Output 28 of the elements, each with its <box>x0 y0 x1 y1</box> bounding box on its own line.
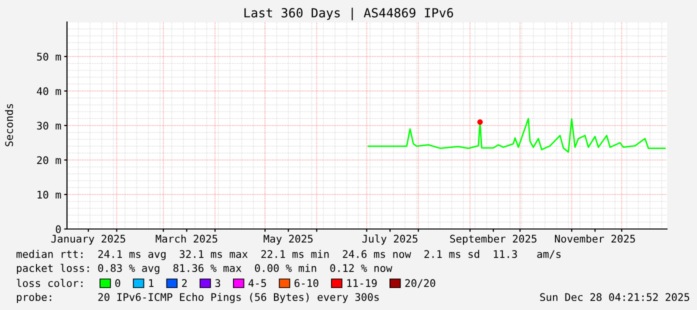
y-tick-label: 30 m <box>37 122 61 130</box>
legend-label: 11-19 <box>347 279 377 288</box>
line-series <box>368 118 666 153</box>
text: packet loss: 0.83 % avg 81.36 % max 0.00 % min 0.12 % now <box>16 264 392 274</box>
x-tick-label: January 2025 <box>51 234 126 245</box>
text: median rtt: 24.1 ms avg 32.1 ms max 22.1 ms min 24.6 ms now 2.1 ms sd 11.3 am/s <box>16 250 561 260</box>
x-tick-label: July 2025 <box>362 234 418 245</box>
y-tick-label: 50 m <box>37 52 61 61</box>
y-tick-label: 10 m <box>38 190 61 199</box>
x-tick-label: November 2025 <box>554 234 635 243</box>
legend-title: loss color: <box>16 278 82 288</box>
legend-label: 1 <box>149 279 154 287</box>
y-axis-title: Seconds <box>4 104 14 146</box>
legend-label: 4-5 <box>248 279 266 288</box>
y-tick-label: 20 m <box>37 156 61 164</box>
text: probe: 20 IPv6-ICMP Echo Pings (56 Bytes) every 300s <box>16 292 379 304</box>
x-tick-label: May 2025 <box>264 234 313 245</box>
x-tick-label: September 2025 <box>450 234 536 245</box>
legend-label: 2 <box>182 279 187 287</box>
y-tick-label: 0 <box>56 225 61 234</box>
x-tick-label: March 2025 <box>156 234 218 243</box>
legend-label: 6-10 <box>294 279 318 288</box>
legend-label: 0 <box>115 279 120 288</box>
text: Sun Dec 28 04:21:52 2025 <box>540 293 690 302</box>
chart-title: Last 360 Days | AS44869 IPv6 <box>244 8 454 20</box>
legend-label: 3 <box>215 279 220 288</box>
legend-label: 20/20 <box>405 279 436 288</box>
y-tick-label: 40 m <box>36 87 61 96</box>
